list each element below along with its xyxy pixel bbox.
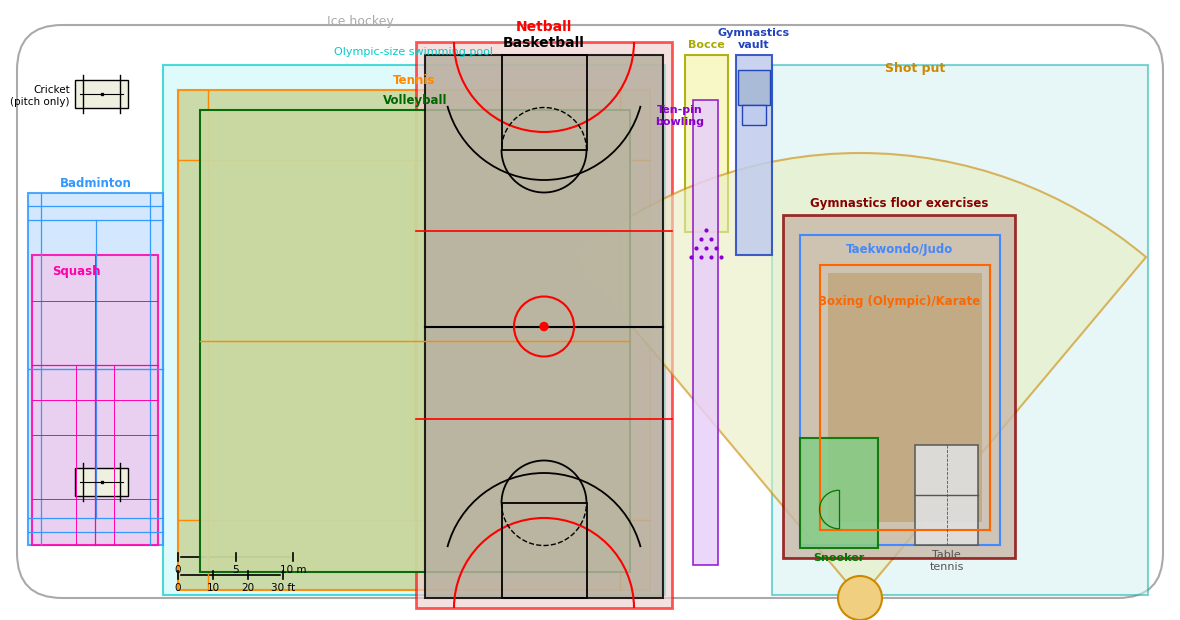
Text: Netball: Netball	[516, 20, 572, 34]
Bar	[736, 55, 772, 255]
Bar	[425, 55, 663, 598]
Bar	[502, 503, 586, 598]
Text: Tennis: Tennis	[393, 74, 435, 87]
Bar	[693, 100, 717, 565]
Text: Squash: Squash	[52, 265, 100, 278]
Bar	[32, 255, 158, 545]
Text: Ice hockey: Ice hockey	[327, 16, 393, 29]
Bar	[800, 235, 999, 545]
Text: 0: 0	[175, 565, 182, 575]
Circle shape	[540, 322, 548, 330]
Text: Basketball: Basketball	[503, 36, 585, 50]
Bar	[199, 110, 630, 572]
Text: 5: 5	[232, 565, 238, 575]
Text: Snooker: Snooker	[813, 553, 865, 563]
Bar	[686, 55, 728, 232]
Text: 20: 20	[242, 583, 255, 593]
Text: 10: 10	[206, 583, 219, 593]
Bar	[178, 90, 650, 590]
Text: Bocce: Bocce	[688, 40, 725, 50]
Bar	[772, 65, 1148, 595]
Text: Cricket
(pitch only): Cricket (pitch only)	[11, 85, 70, 107]
Text: Olympic-size swimming pool: Olympic-size swimming pool	[334, 47, 493, 57]
Bar	[800, 438, 878, 548]
Bar	[820, 265, 990, 530]
Bar	[828, 273, 982, 522]
Bar	[163, 65, 666, 595]
Bar	[417, 42, 671, 608]
Bar	[76, 468, 127, 496]
Bar	[784, 215, 1015, 558]
Text: Gymnastics floor exercises: Gymnastics floor exercises	[809, 197, 988, 210]
Bar	[502, 55, 586, 150]
Bar	[28, 193, 163, 545]
Circle shape	[838, 576, 881, 620]
Text: Volleyball: Volleyball	[382, 94, 447, 107]
Text: Boxing (Olympic)/Karate: Boxing (Olympic)/Karate	[818, 295, 981, 308]
Text: Shot put: Shot put	[885, 62, 945, 75]
Text: Gymnastics
vault: Gymnastics vault	[717, 29, 791, 50]
Text: Badminton: Badminton	[59, 177, 131, 190]
Bar	[738, 70, 771, 105]
Text: 30 ft: 30 ft	[271, 583, 295, 593]
Wedge shape	[573, 153, 1146, 598]
Text: Taekwondo/Judo: Taekwondo/Judo	[845, 243, 952, 256]
Text: Table
tennis: Table tennis	[930, 550, 964, 572]
Bar	[914, 445, 978, 545]
Text: 10 m: 10 m	[280, 565, 307, 575]
Bar	[76, 80, 127, 108]
Bar	[742, 105, 766, 125]
Text: Ten-pin
bowling: Ten-pin bowling	[656, 105, 704, 126]
Text: 0: 0	[175, 583, 182, 593]
